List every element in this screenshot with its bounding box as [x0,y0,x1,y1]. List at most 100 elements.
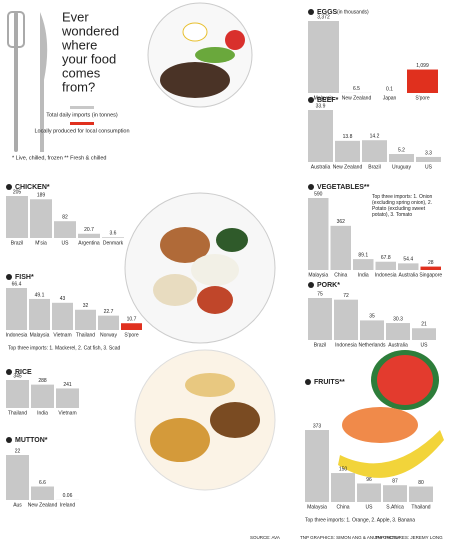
title-line: wondered [61,23,119,38]
bar [75,309,96,330]
credit: TNP GRAPHICS: SIMON ANG & ANUPA GHOSH [300,535,400,540]
footnote: * Live, chilled, frozen ** Fresh & chill… [12,155,106,161]
category-label: Brazil [314,342,327,348]
chart-icon [305,379,311,385]
value-label: 14.2 [370,134,380,140]
category-label: Uruguay [392,164,411,170]
category-label: Malaysia [307,504,327,510]
chart-icon [308,9,314,15]
value-label: 6.5 [353,86,360,92]
chart-title: FRUITS** [314,379,345,386]
category-label: Denmark [103,240,124,246]
category-label: Indonesia [6,332,28,338]
bar [389,154,414,162]
category-label: M'sia [35,240,47,246]
note-line: (excluding spring onion), 2. [372,200,432,206]
value-label: 3.3 [425,150,432,156]
category-label: Ireland [60,502,76,508]
category-label: Australia [388,342,408,348]
category-label: US [366,504,374,510]
chart-title: FISH* [15,274,34,281]
category-label: New Zealand [342,95,372,101]
fork [14,12,18,152]
bar [360,320,384,340]
category-label: US [425,164,433,170]
decoration [7,2,444,491]
papaya [342,407,418,443]
egg [182,22,208,42]
value-label: 1,099 [416,63,429,69]
chart-title: CHICKEN* [15,184,50,191]
category-label: India [37,410,48,416]
category-label: Malaysia [308,272,328,278]
bar [308,298,332,340]
value-label: 241 [63,382,72,388]
value-label: 33.9 [316,103,326,109]
category-label: S'pore [124,332,139,338]
chart-icon [6,184,12,190]
value-label: 82 [62,215,68,221]
chart-title: MUTTON* [15,437,48,444]
chart-title: RICE [15,369,32,376]
category-label: Japan [383,95,397,101]
value-label: 35 [369,314,375,320]
value-label: 32 [83,303,89,309]
steak [160,62,230,98]
category-label: China [336,504,349,510]
bar [407,69,438,93]
bread [185,373,235,397]
value-label: 0.06 [63,493,73,499]
category-label: New Zealand [333,164,363,170]
bar [331,473,355,502]
tomato [225,30,245,50]
bar [52,302,73,330]
category-label: Netherlands [359,342,386,348]
chart-subtitle: (in thousands) [337,9,369,15]
bar [335,140,360,162]
bar [31,384,54,408]
title-line: from? [62,79,95,94]
category-label: Brazil [11,240,24,246]
category-label: Thailand [8,410,27,416]
bar [330,225,351,270]
bar [31,486,54,500]
bar [6,288,27,330]
value-label: 96 [366,477,372,483]
chart-note: Top three imports: 1. Orange, 2. Apple, … [305,517,415,523]
category-label: Vietnam [53,332,71,338]
value-label: 150 [339,466,348,472]
category-label: Indonesia [375,272,397,278]
fish [153,274,197,306]
value-label: 590 [314,191,323,197]
bar [398,263,419,270]
bar [98,315,119,330]
title-line: where [61,37,97,52]
bar [334,299,358,340]
value-label: 362 [337,219,346,225]
banana [338,430,444,478]
value-label: 22 [15,448,21,454]
category-label: New Zealand [28,502,58,508]
category-label: S.Africa [386,504,404,510]
bar [386,323,410,340]
bar [6,380,29,408]
chart-note: Top three imports: 1. Onion (excluding sp… [372,194,433,218]
legend-swatch [70,122,94,125]
bar [56,388,79,408]
category-label: Indonesia [335,342,357,348]
pork [197,286,233,314]
value-label: 80 [418,480,424,486]
bar [412,328,436,340]
bar [305,430,329,502]
category-label: US [421,342,429,348]
chart-title: EGGS [317,9,338,16]
bar [362,140,387,162]
value-label: 10.7 [127,317,137,323]
title-line: your food [62,51,116,66]
fork-head [7,11,25,48]
value-label: 189 [37,193,46,199]
chart-icon [308,97,314,103]
value-label: 6.6 [39,480,46,486]
legend-label: Total daily imports (in tonnes) [46,112,118,118]
